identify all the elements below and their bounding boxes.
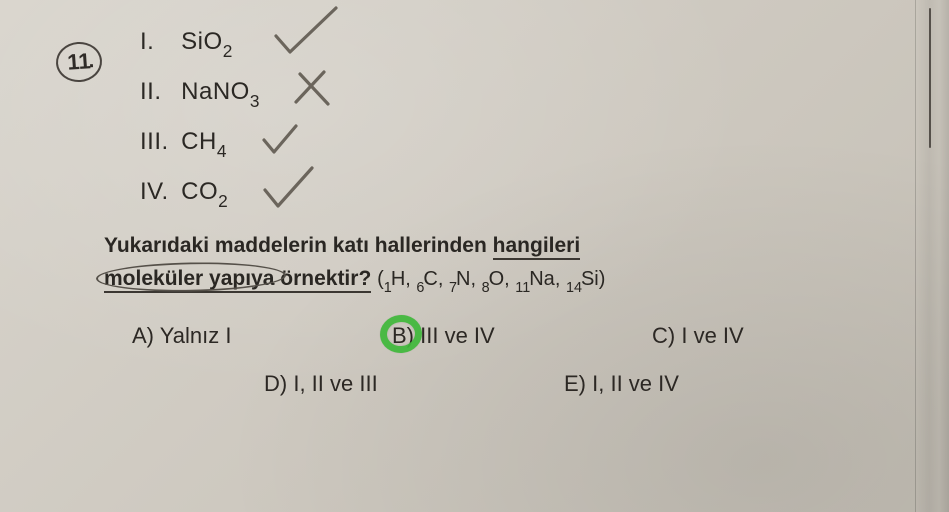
item-2-formula: NaNO3 bbox=[181, 78, 260, 105]
choices-row-2: D) I, II ve III E) I, II ve IV bbox=[104, 371, 889, 397]
roman-items-list: I. SiO2 II. NaNO3 III. CH4 IV. CO2 bbox=[140, 30, 889, 208]
item-1-formula: SiO2 bbox=[181, 28, 233, 55]
choice-a-label: A) bbox=[132, 323, 154, 348]
choice-d-label: D) bbox=[264, 371, 287, 396]
choice-b: B) III ve IV bbox=[392, 323, 652, 349]
question-line-1: Yukarıdaki maddelerin katı hallerinden h… bbox=[104, 230, 879, 263]
choice-b-text: III ve IV bbox=[420, 323, 495, 348]
choice-a: A) Yalnız I bbox=[132, 323, 392, 349]
page-right-edge-shadow bbox=[915, 0, 949, 512]
item-2: II. NaNO3 bbox=[140, 80, 889, 108]
item-3: III. CH4 bbox=[140, 130, 889, 158]
choice-e-label: E) bbox=[564, 371, 586, 396]
item-1-roman: I. bbox=[140, 30, 174, 54]
item-1: I. SiO2 bbox=[140, 30, 889, 58]
question-line-2: moleküler yapıya örnektir? (1H, 6C, 7N, … bbox=[104, 263, 879, 297]
item-3-roman: III. bbox=[140, 130, 174, 154]
underlined-word-hangileri: hangileri bbox=[493, 234, 581, 260]
item-2-roman: II. bbox=[140, 80, 174, 104]
choice-c-text: I ve IV bbox=[681, 323, 743, 348]
answer-choices: A) Yalnız I B) III ve IV C) I ve IV D) I… bbox=[104, 323, 889, 397]
choice-c-label: C) bbox=[652, 323, 675, 348]
pencil-checkmark-icon bbox=[260, 122, 300, 158]
next-column-divider bbox=[929, 8, 931, 148]
pencil-checkmark-icon bbox=[270, 2, 342, 62]
choice-c: C) I ve IV bbox=[652, 323, 744, 349]
pencil-cross-icon bbox=[290, 68, 334, 108]
item-4-formula: CO2 bbox=[181, 178, 228, 205]
choice-d: D) I, II ve III bbox=[264, 371, 564, 397]
question-text: Yukarıdaki maddelerin katı hallerinden h… bbox=[104, 230, 879, 297]
choice-a-text: Yalnız I bbox=[160, 323, 232, 348]
item-4: IV. CO2 bbox=[140, 180, 889, 208]
question-number-dot: . bbox=[88, 50, 95, 73]
choices-row-1: A) Yalnız I B) III ve IV C) I ve IV bbox=[104, 323, 889, 349]
choice-e: E) I, II ve IV bbox=[564, 371, 679, 397]
item-3-formula: CH4 bbox=[181, 128, 227, 155]
item-4-roman: IV. bbox=[140, 180, 174, 204]
pencil-checkmark-icon bbox=[260, 164, 318, 212]
underlined-phrase-molekuler: moleküler yapıya örnektir? bbox=[104, 267, 371, 293]
atomic-numbers-list: (1H, 6C, 7N, 8O, 11Na, 14Si) bbox=[377, 268, 605, 290]
choice-d-text: I, II ve III bbox=[293, 371, 377, 396]
question-block: 11. I. SiO2 II. NaNO3 III. CH4 IV. bbox=[60, 30, 889, 397]
choice-e-text: I, II ve IV bbox=[592, 371, 679, 396]
question-number-circle: 11. bbox=[55, 40, 104, 83]
